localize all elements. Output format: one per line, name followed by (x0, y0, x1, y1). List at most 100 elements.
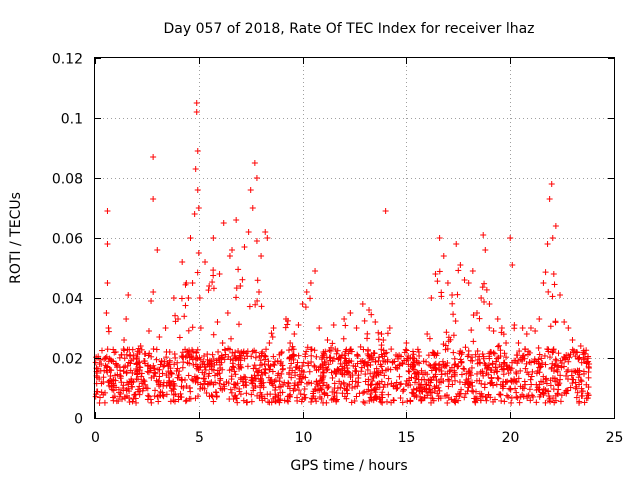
data-point (445, 383, 452, 390)
data-point (479, 370, 486, 377)
data-point (323, 367, 330, 374)
data-point (272, 377, 279, 384)
data-point (275, 392, 282, 399)
data-point (527, 325, 534, 331)
data-point (166, 379, 173, 386)
data-point (405, 361, 412, 368)
data-point (219, 366, 226, 373)
data-point (212, 389, 219, 396)
data-point (275, 370, 282, 377)
data-point (189, 354, 196, 361)
data-point (107, 366, 114, 373)
data-point (206, 359, 213, 366)
data-point (476, 315, 483, 322)
data-point (447, 336, 454, 343)
data-point (295, 365, 302, 372)
data-point (241, 355, 248, 362)
data-point (110, 346, 117, 353)
data-point (110, 376, 117, 383)
y-tick-label: 0.02 (52, 352, 83, 368)
plot-frame (94, 57, 615, 419)
data-point (488, 380, 495, 387)
data-point (233, 355, 240, 362)
data-point (278, 370, 285, 377)
data-point (189, 324, 196, 331)
data-point (212, 379, 219, 386)
data-point (571, 368, 578, 375)
data-point (230, 364, 237, 371)
data-point (513, 352, 520, 359)
data-point (182, 346, 189, 353)
data-point (277, 389, 284, 396)
data-point (502, 379, 509, 386)
data-point (507, 367, 514, 374)
data-point (585, 384, 592, 391)
data-point (535, 344, 542, 351)
data-point (147, 396, 154, 403)
data-point (509, 262, 516, 268)
data-point (393, 379, 400, 386)
data-point (540, 373, 547, 380)
data-point (104, 241, 111, 247)
data-point (115, 389, 122, 396)
data-point (303, 289, 310, 295)
data-point (204, 381, 211, 388)
data-point (138, 373, 145, 380)
data-point (414, 359, 421, 366)
data-point (531, 358, 538, 365)
data-point (195, 205, 202, 211)
data-point (535, 386, 542, 393)
data-point (271, 362, 278, 369)
data-point (257, 362, 264, 369)
data-point (291, 382, 298, 389)
data-point (291, 380, 298, 387)
data-point (186, 385, 193, 392)
data-point (129, 398, 136, 405)
data-point (133, 360, 140, 367)
data-point (104, 346, 111, 353)
data-point (179, 364, 186, 371)
data-point (550, 386, 557, 393)
data-point (508, 399, 515, 406)
data-point (549, 235, 556, 241)
data-point (427, 362, 434, 369)
data-point (554, 390, 561, 397)
data-point (171, 380, 178, 387)
data-point (394, 384, 401, 391)
data-point (180, 359, 187, 366)
data-point (284, 321, 291, 328)
data-point (141, 358, 148, 365)
data-point (174, 374, 181, 381)
data-point (179, 259, 186, 265)
data-point (486, 301, 493, 307)
data-point (103, 364, 110, 371)
data-point (451, 355, 458, 362)
data-point (344, 390, 351, 397)
data-point (557, 372, 564, 379)
data-point (536, 351, 543, 358)
data-point (269, 368, 276, 375)
data-point (432, 360, 439, 367)
data-point (501, 350, 508, 357)
data-point (251, 160, 258, 166)
data-point (536, 364, 543, 371)
data-point (190, 348, 197, 355)
data-point (213, 357, 220, 364)
data-point (304, 360, 311, 367)
data-point (206, 283, 213, 289)
data-point (214, 367, 221, 374)
data-point (495, 375, 502, 382)
data-point (353, 393, 360, 400)
data-point (465, 384, 472, 391)
data-point (259, 397, 266, 404)
data-point (418, 376, 425, 383)
data-point (244, 363, 251, 370)
data-point (383, 398, 390, 405)
data-point (580, 356, 587, 363)
data-point (307, 295, 314, 302)
data-point (452, 398, 459, 405)
data-point (483, 365, 490, 372)
data-point (554, 368, 561, 375)
data-point (176, 334, 183, 341)
data-point (447, 367, 454, 374)
